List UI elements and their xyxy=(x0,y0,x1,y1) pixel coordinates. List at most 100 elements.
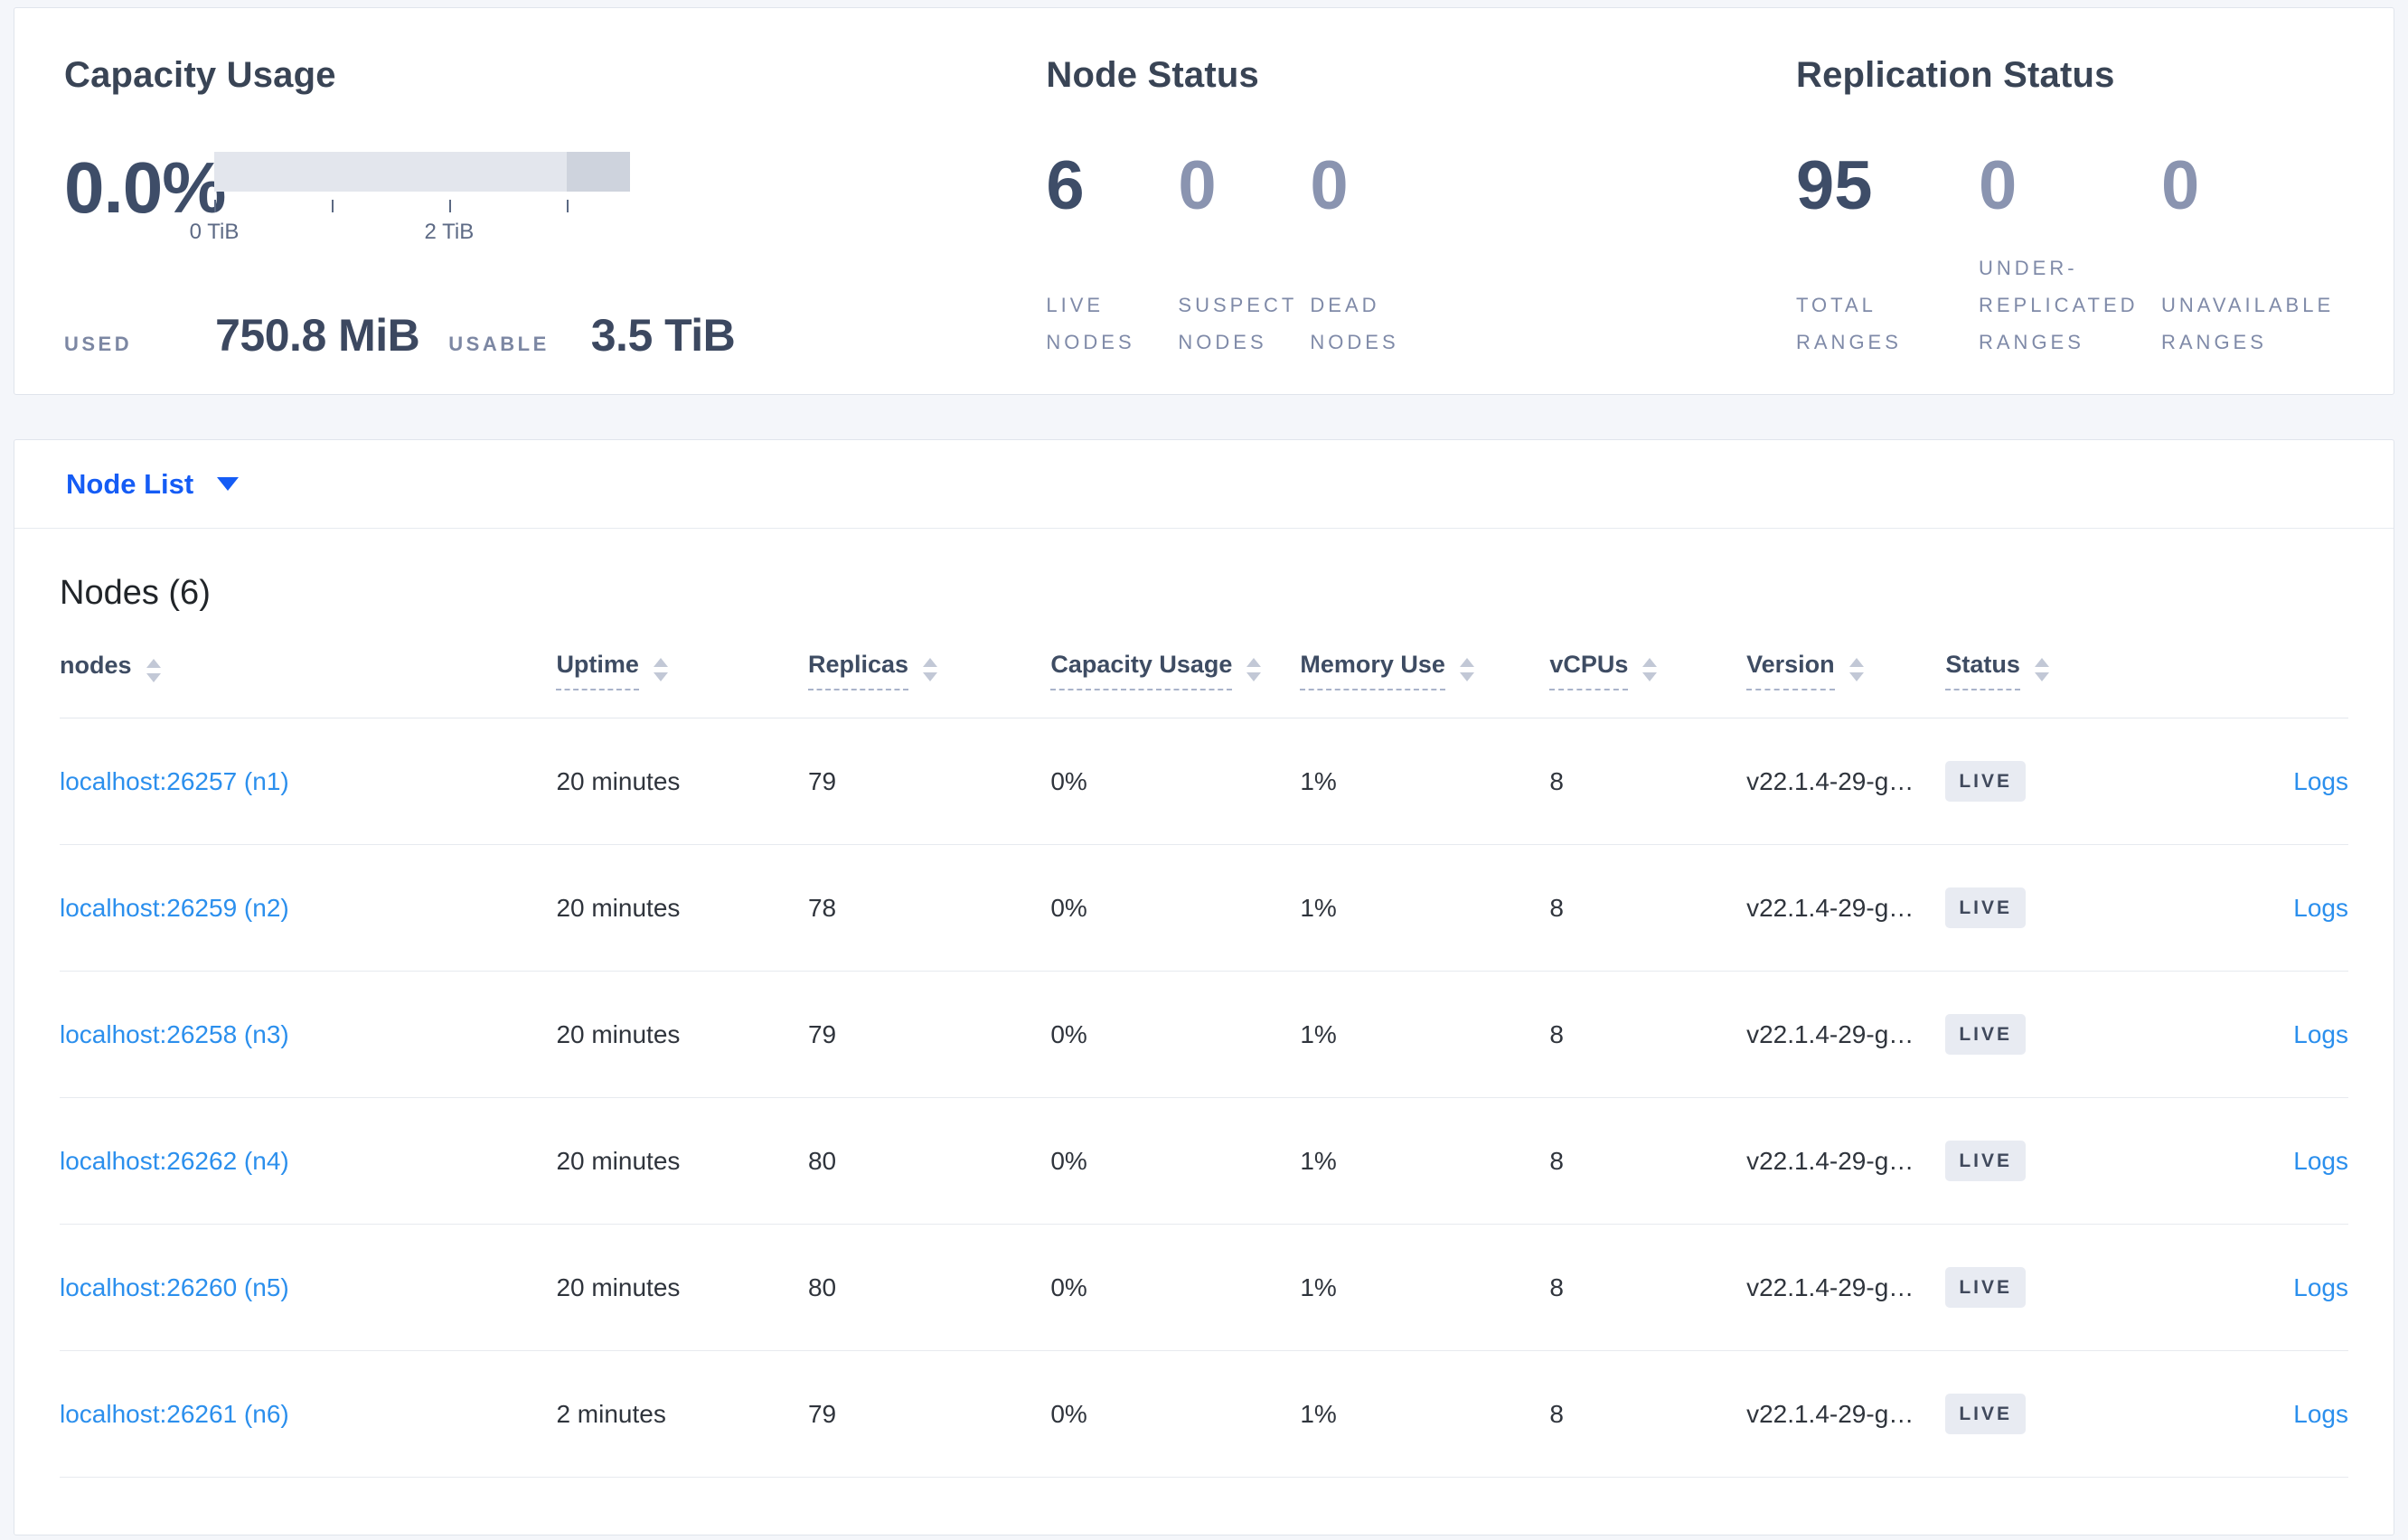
capacity-cell: 0% xyxy=(1050,1224,1301,1351)
version-cell: v22.1.4-29-g… xyxy=(1746,1224,1946,1351)
node-link[interactable]: localhost:26258 (n3) xyxy=(60,1019,289,1048)
axis-label-0tib: 0 TiB xyxy=(189,220,240,244)
replication-status-panel: Replication Status 95 TOTAL RANGES 0 UND… xyxy=(1796,55,2344,362)
sort-icon xyxy=(1642,658,1658,681)
under-replicated-ranges-value: 0 xyxy=(1979,147,2018,224)
node-list-dropdown[interactable]: Node List xyxy=(66,467,240,501)
sort-icon xyxy=(923,658,938,681)
logs-link[interactable]: Logs xyxy=(2293,1272,2348,1301)
capacity-bar-dark-segment xyxy=(567,152,630,192)
logs-link[interactable]: Logs xyxy=(2293,1019,2348,1048)
memory-cell: 1% xyxy=(1300,1350,1550,1478)
logs-link[interactable]: Logs xyxy=(2293,893,2348,922)
capacity-usage-panel: Capacity Usage 0.0% 0 TiB 2 xyxy=(64,55,1046,362)
node-list-card: Node List Nodes (6) nodes Uptime xyxy=(14,439,2394,1535)
dead-nodes-value: 0 xyxy=(1310,147,1349,224)
column-header-version[interactable]: Version xyxy=(1746,624,1946,718)
capacity-usage-title: Capacity Usage xyxy=(64,55,336,95)
status-badge: LIVE xyxy=(1945,1394,2027,1434)
logs-link[interactable]: Logs xyxy=(2293,1399,2348,1428)
uptime-cell: 20 minutes xyxy=(556,1224,808,1351)
under-replicated-ranges-label: UNDER-REPLICATED RANGES xyxy=(1979,257,2139,354)
uptime-cell: 20 minutes xyxy=(556,718,808,845)
version-cell: v22.1.4-29-g… xyxy=(1746,971,1946,1098)
sort-icon xyxy=(1246,658,1262,681)
column-header-replicas[interactable]: Replicas xyxy=(807,624,1051,718)
unavailable-ranges-value: 0 xyxy=(2161,147,2200,224)
node-status-panel: Node Status 6 LIVE NODES 0 SUSPECT NODES… xyxy=(1046,55,1796,362)
used-label: USED xyxy=(64,333,133,355)
sort-icon xyxy=(1459,658,1474,681)
view-selector-row: Node List xyxy=(14,440,2394,529)
column-header-logs xyxy=(2126,624,2348,718)
vcpus-cell: 8 xyxy=(1549,844,1747,972)
capacity-percent: 0.0% xyxy=(64,147,226,228)
table-row: localhost:26258 (n3) 20 minutes 79 0% 1%… xyxy=(60,971,2348,1098)
column-header-memory-use[interactable]: Memory Use xyxy=(1300,624,1550,718)
capacity-cell: 0% xyxy=(1050,971,1301,1098)
uptime-cell: 20 minutes xyxy=(556,971,808,1098)
suspect-nodes-value: 0 xyxy=(1178,147,1217,224)
table-row: localhost:26260 (n5) 20 minutes 80 0% 1%… xyxy=(60,1224,2348,1351)
axis-tick xyxy=(567,200,569,212)
usable-label: USABLE xyxy=(448,333,550,355)
status-badge: LIVE xyxy=(1945,1267,2027,1308)
used-value: 750.8 MiB xyxy=(215,310,420,361)
version-cell: v22.1.4-29-g… xyxy=(1746,844,1946,972)
replicas-cell: 79 xyxy=(807,971,1051,1098)
axis-tick xyxy=(332,200,334,212)
memory-cell: 1% xyxy=(1300,718,1550,845)
total-ranges-stat: 95 TOTAL RANGES xyxy=(1796,152,1979,362)
caret-down-icon xyxy=(217,477,240,491)
vcpus-cell: 8 xyxy=(1549,1350,1747,1478)
column-header-uptime[interactable]: Uptime xyxy=(556,624,808,718)
node-link[interactable]: localhost:26257 (n1) xyxy=(60,766,289,795)
logs-link[interactable]: Logs xyxy=(2293,766,2348,795)
nodes-section-title: Nodes (6) xyxy=(60,574,211,612)
memory-cell: 1% xyxy=(1300,1224,1550,1351)
vcpus-cell: 8 xyxy=(1549,1097,1747,1225)
usable-value: 3.5 TiB xyxy=(590,310,736,361)
column-header-capacity-usage[interactable]: Capacity Usage xyxy=(1050,624,1301,718)
uptime-cell: 2 minutes xyxy=(556,1350,808,1478)
capacity-bar xyxy=(214,152,630,192)
node-status-title: Node Status xyxy=(1046,55,1259,95)
table-row: localhost:26262 (n4) 20 minutes 80 0% 1%… xyxy=(60,1097,2348,1225)
uptime-cell: 20 minutes xyxy=(556,1097,808,1225)
node-link[interactable]: localhost:26259 (n2) xyxy=(60,893,289,922)
capacity-gauge: 0.0% 0 TiB 2 TiB xyxy=(64,152,1046,245)
sort-icon xyxy=(653,658,668,681)
capacity-cell: 0% xyxy=(1050,1350,1301,1478)
capacity-cell: 0% xyxy=(1050,844,1301,972)
status-badge: LIVE xyxy=(1945,1141,2027,1181)
node-link[interactable]: localhost:26260 (n5) xyxy=(60,1272,289,1301)
replicas-cell: 80 xyxy=(807,1097,1051,1225)
column-header-status[interactable]: Status xyxy=(1945,624,2127,718)
suspect-nodes-stat: 0 SUSPECT NODES xyxy=(1178,152,1310,362)
axis-tick xyxy=(448,200,451,212)
status-badge: LIVE xyxy=(1945,761,2027,802)
node-link[interactable]: localhost:26262 (n4) xyxy=(60,1146,289,1175)
capacity-bar-chart: 0 TiB 2 TiB xyxy=(190,152,630,245)
sort-icon xyxy=(146,659,161,682)
capacity-axis-labels: 0 TiB 2 TiB xyxy=(190,220,630,245)
unavailable-ranges-label: UNAVAILABLE RANGES xyxy=(2161,294,2335,354)
total-ranges-label: TOTAL RANGES xyxy=(1796,294,1902,354)
replicas-cell: 78 xyxy=(807,844,1051,972)
column-header-vcpus[interactable]: vCPUs xyxy=(1549,624,1747,718)
memory-cell: 1% xyxy=(1300,1097,1550,1225)
version-cell: v22.1.4-29-g… xyxy=(1746,1350,1946,1478)
table-row: localhost:26257 (n1) 20 minutes 79 0% 1%… xyxy=(60,718,2348,845)
table-header-row: nodes Uptime Replicas Capacity Usage Mem… xyxy=(60,624,2348,718)
column-header-nodes[interactable]: nodes xyxy=(60,624,557,718)
node-list-dropdown-label: Node List xyxy=(66,467,194,500)
node-link[interactable]: localhost:26261 (n6) xyxy=(60,1399,289,1428)
capacity-used-usable-row: USED 750.8 MiB USABLE 3.5 TiB xyxy=(64,309,1046,362)
nodes-table: nodes Uptime Replicas Capacity Usage Mem… xyxy=(60,624,2348,1478)
replicas-cell: 79 xyxy=(807,718,1051,845)
sort-icon xyxy=(2034,658,2049,681)
table-row: localhost:26259 (n2) 20 minutes 78 0% 1%… xyxy=(60,844,2348,972)
table-row: localhost:26261 (n6) 2 minutes 79 0% 1% … xyxy=(60,1350,2348,1478)
memory-cell: 1% xyxy=(1300,844,1550,972)
logs-link[interactable]: Logs xyxy=(2293,1146,2348,1175)
